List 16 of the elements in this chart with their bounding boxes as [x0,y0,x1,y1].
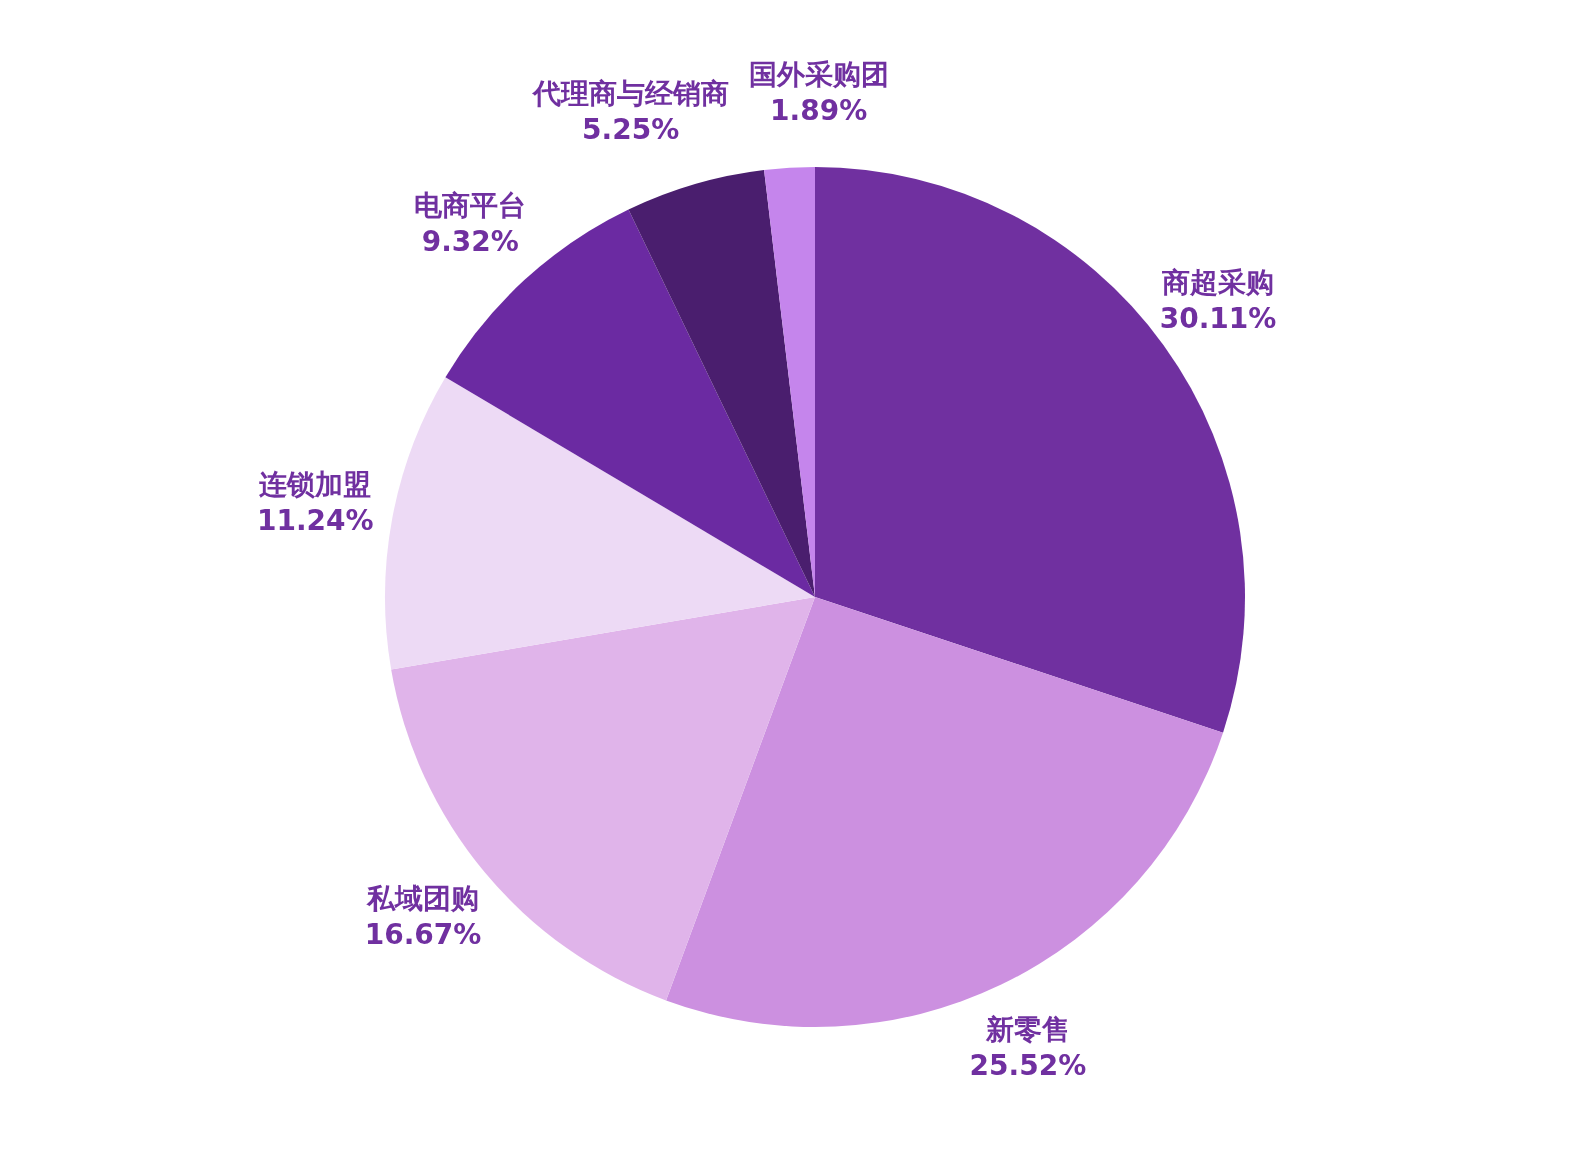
slice-label: 电商平台 [414,188,527,222]
data-label: 5.25% [582,113,680,147]
pie-slice [628,170,815,597]
pie-slice [385,377,815,670]
data-label: 11.24% [257,504,374,538]
slice-label: 商超采购 [1161,265,1275,299]
slice-label: 新零售 [984,1013,1070,1047]
data-label: 30.11% [1159,301,1277,335]
slice-label: 国外采购团 [748,57,889,91]
data-label: 16.67% [364,917,482,951]
slice-label: 代理商与经销商 [530,77,729,111]
slice-label: 私域团购 [366,881,480,915]
data-label: 9.32% [421,224,519,258]
data-label: 1.89% [770,93,868,127]
slice-label: 连锁加盟 [258,468,372,502]
data-label: 25.52% [969,1049,1087,1083]
